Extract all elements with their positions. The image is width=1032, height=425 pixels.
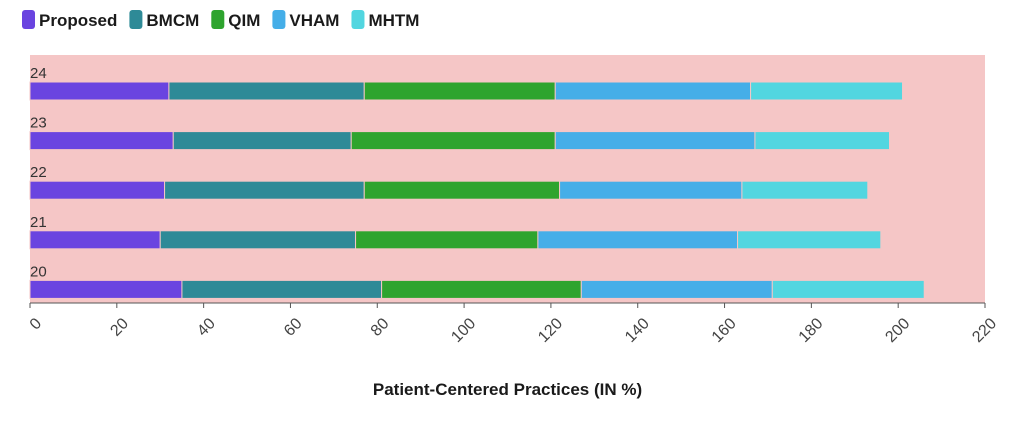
bar-segment-mhtm-20	[771, 279, 925, 299]
legend-label-proposed: Proposed	[39, 11, 117, 30]
x-tick-label: 220	[969, 315, 1000, 346]
legend-swatch-proposed	[22, 10, 35, 29]
bar-segment-bmcm-24	[168, 81, 365, 101]
bar-segment-proposed-20	[29, 279, 183, 299]
x-tick-label: 180	[796, 315, 827, 346]
bar-segment-mhtm-23	[754, 131, 890, 151]
bar-segment-qim-23	[350, 131, 556, 151]
x-tick-label: 120	[535, 315, 566, 346]
x-tick-label: 80	[368, 315, 393, 340]
bar-segment-qim-22	[363, 180, 561, 200]
legend-swatch-vham	[272, 10, 286, 29]
bar-segment-vham-20	[580, 279, 773, 299]
category-label: 22	[30, 164, 47, 181]
bar-segment-vham-23	[554, 131, 756, 151]
category-label: 24	[30, 65, 47, 82]
bar-segment-vham-22	[559, 180, 743, 200]
legend: Proposed BMCM QIM VHAM MHTM	[22, 10, 419, 30]
bar-segment-proposed-24	[29, 81, 170, 101]
bars	[29, 81, 925, 299]
legend-label-mhtm: MHTM	[368, 11, 419, 30]
legend-swatch-bmcm	[129, 10, 143, 29]
bar-segment-vham-24	[554, 81, 752, 101]
bar-segment-mhtm-21	[737, 230, 882, 250]
legend-label-qim: QIM	[228, 11, 260, 30]
bar-segment-mhtm-24	[750, 81, 904, 101]
bar-segment-proposed-23	[29, 131, 174, 151]
category-label: 23	[30, 115, 47, 132]
x-tick-label: 100	[448, 315, 479, 346]
bar-segment-proposed-21	[29, 230, 161, 250]
x-tick-label: 0	[27, 315, 45, 333]
legend-swatch-mhtm	[351, 10, 365, 29]
bar-segment-mhtm-22	[741, 180, 869, 200]
bar-segment-bmcm-21	[159, 230, 357, 250]
x-tick-label: 40	[194, 315, 219, 340]
x-axis-ticks: 0 20 40 60 80 100 120 140 160 180 200 220	[27, 303, 1000, 346]
category-label: 20	[30, 263, 47, 280]
x-tick-label: 160	[709, 315, 740, 346]
x-tick-label: 140	[622, 315, 653, 346]
bar-segment-bmcm-20	[181, 279, 383, 299]
x-tick-label: 200	[882, 315, 913, 346]
category-labels: 24 23 22 21 20	[30, 65, 47, 280]
bar-segment-bmcm-23	[172, 131, 352, 151]
bar-segment-proposed-22	[29, 180, 166, 200]
legend-swatch-qim	[211, 10, 225, 29]
bar-segment-qim-20	[381, 279, 582, 299]
category-label: 21	[30, 214, 47, 231]
legend-label-bmcm: BMCM	[146, 11, 199, 30]
x-tick-label: 60	[281, 315, 306, 340]
bar-segment-bmcm-22	[164, 180, 365, 200]
bar-segment-qim-24	[363, 81, 556, 101]
x-tick-label: 20	[107, 315, 132, 340]
bar-segment-qim-21	[355, 230, 539, 250]
legend-label-vham: VHAM	[289, 11, 339, 30]
x-axis-title: Patient-Centered Practices (IN %)	[373, 380, 642, 399]
bar-segment-vham-21	[537, 230, 739, 250]
